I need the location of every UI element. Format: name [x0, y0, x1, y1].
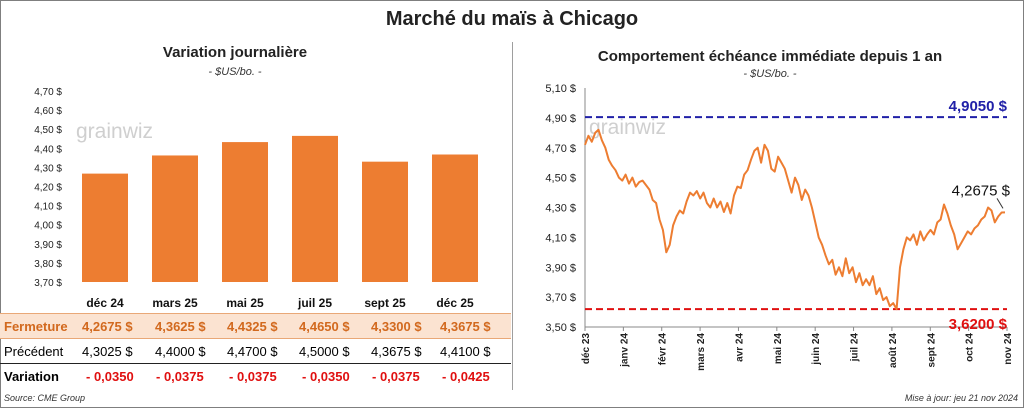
y-tick-label: 3,80 $: [34, 259, 62, 270]
y-tick-label: 4,40 $: [34, 144, 62, 155]
x-tick-label: août 24: [888, 333, 899, 368]
cell-variation: - 0,0375: [156, 369, 204, 384]
right-panel-title: Comportement échéance immédiate depuis 1…: [597, 48, 943, 65]
x-tick-label: juil 25: [297, 296, 332, 310]
y-tick-label: 4,00 $: [34, 221, 62, 232]
y-tick-label: 4,70 $: [545, 143, 576, 155]
y-tick-label: 4,20 $: [34, 183, 62, 194]
x-tick-label: janv 24: [619, 333, 630, 368]
y-tick-label: 4,50 $: [545, 173, 576, 185]
y-tick-label: 3,90 $: [545, 262, 576, 274]
low-label: 3,6200 $: [949, 316, 1008, 333]
update-note: Mise à jour: jeu 21 nov 2024: [904, 393, 1018, 403]
table-row-variation: Variation - 0,0350 - 0,0375 - 0,0375 - 0…: [0, 364, 511, 388]
x-tick-label: févr 24: [658, 333, 669, 366]
cell-fermeture: 4,2675 $: [82, 319, 133, 334]
y-tick-label: 4,30 $: [34, 163, 62, 174]
x-tick-label: mai 25: [226, 296, 264, 310]
cell-variation: - 0,0375: [372, 369, 420, 384]
cell-fermeture: 4,3625 $: [155, 319, 206, 334]
cell-precedent: 4,4100 $: [440, 344, 491, 359]
cell-variation: - 0,0350: [302, 369, 350, 384]
x-tick-label: mai 24: [773, 333, 784, 365]
cell-precedent: 4,4000 $: [155, 344, 206, 359]
cell-fermeture: 4,3300 $: [371, 319, 422, 334]
left-panel-unit: - $US/bo. -: [208, 66, 262, 78]
watermark-logo: grainwiz: [589, 116, 666, 139]
left-panel-title: Variation journalière: [162, 44, 308, 61]
x-tick-label: mars 24: [696, 333, 707, 371]
y-tick-label: 3,50 $: [545, 322, 576, 334]
row-label-variation: Variation: [4, 369, 59, 384]
watermark-logo: grainwiz: [76, 120, 153, 143]
y-tick-label: 3,70 $: [34, 278, 62, 289]
high-label: 4,9050 $: [949, 98, 1008, 115]
x-tick-label: oct 24: [965, 333, 976, 362]
panel-divider: [512, 42, 513, 390]
table-row-fermeture: Fermeture 4,2675 $ 4,3625 $ 4,4325 $ 4,4…: [0, 313, 511, 339]
y-tick-label: 5,10 $: [545, 83, 576, 95]
line-chart: 3,50 $ 3,70 $ 3,90 $ 4,10 $ 4,30 $ 4,50 $ 4,70…: [545, 83, 1014, 371]
cell-fermeture: 4,4325 $: [227, 319, 278, 334]
y-tick-label: 4,30 $: [545, 203, 576, 215]
cell-variation: - 0,0425: [442, 369, 490, 384]
table-row-precedent: Précédent 4,3025 $ 4,4000 $ 4,4700 $ 4,5…: [0, 339, 511, 364]
y-tick-label: 4,60 $: [34, 106, 62, 117]
x-tick-label: avr 24: [734, 333, 745, 362]
cell-precedent: 4,3025 $: [82, 344, 133, 359]
x-tick-label: nov 24: [1003, 333, 1014, 365]
row-label-precedent: Précédent: [4, 344, 64, 359]
y-tick-label: 4,70 $: [34, 87, 62, 98]
y-tick-label: 4,10 $: [545, 232, 576, 244]
last-value-label: 4,2675 $: [952, 182, 1011, 199]
y-tick-label: 3,70 $: [545, 292, 576, 304]
bar: [292, 135, 338, 282]
x-tick-label: sept 25: [364, 296, 406, 310]
cell-precedent: 4,5000 $: [299, 344, 350, 359]
x-tick-label: déc 23: [581, 333, 592, 365]
y-tick-label: 4,90 $: [545, 113, 576, 125]
bar: [82, 173, 128, 282]
right-panel-unit: - $US/bo. -: [743, 68, 797, 80]
row-label-fermeture: Fermeture: [4, 319, 68, 334]
bar-chart: 3,70 $ 3,80 $ 3,90 $ 4,00 $ 4,10 $ 4,20 $ 4,30…: [34, 87, 478, 310]
last-value-leader: [996, 198, 1004, 209]
cell-variation: - 0,0375: [229, 369, 277, 384]
bar: [432, 154, 478, 282]
x-tick-label: juin 24: [811, 333, 822, 366]
cell-fermeture: 4,3675 $: [440, 319, 491, 334]
x-tick-label: déc 25: [436, 296, 474, 310]
x-tick-label: juil 24: [850, 333, 861, 363]
bar: [152, 155, 198, 282]
y-tick-label: 4,10 $: [34, 202, 62, 213]
page-title: Marché du maïs à Chicago: [385, 8, 639, 30]
bar: [362, 161, 408, 282]
cell-fermeture: 4,4650 $: [299, 319, 350, 334]
x-tick-label: mars 25: [152, 296, 198, 310]
x-tick-label: déc 24: [86, 296, 124, 310]
source-note: Source: CME Group: [4, 393, 86, 403]
x-tick-label: sept 24: [926, 333, 937, 368]
cell-precedent: 4,4700 $: [227, 344, 278, 359]
cell-precedent: 4,3675 $: [371, 344, 422, 359]
y-tick-label: 4,50 $: [34, 125, 62, 136]
cell-variation: - 0,0350: [86, 369, 134, 384]
y-tick-label: 3,90 $: [34, 240, 62, 251]
bar: [222, 142, 268, 282]
price-series-line: [584, 128, 1006, 311]
